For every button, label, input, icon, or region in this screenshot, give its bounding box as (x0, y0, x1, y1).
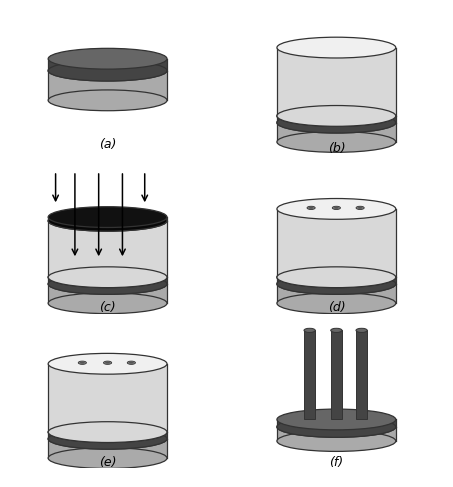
Bar (48, 284, 167, 303)
Bar (48, 364, 167, 432)
Ellipse shape (48, 293, 167, 314)
Ellipse shape (277, 416, 396, 437)
Ellipse shape (48, 448, 167, 468)
Ellipse shape (48, 267, 167, 288)
Ellipse shape (48, 429, 167, 449)
Bar (48, 277, 167, 284)
Bar (48, 71, 167, 100)
Ellipse shape (48, 429, 167, 449)
Bar (48, 439, 167, 458)
Ellipse shape (277, 106, 396, 126)
Bar (304, 330, 315, 419)
Ellipse shape (48, 206, 167, 227)
Ellipse shape (277, 409, 396, 430)
Ellipse shape (80, 362, 85, 364)
Ellipse shape (304, 417, 315, 422)
Bar (48, 59, 167, 71)
Ellipse shape (277, 199, 396, 219)
Bar (277, 116, 396, 123)
Ellipse shape (277, 274, 396, 294)
Ellipse shape (277, 293, 396, 314)
Ellipse shape (129, 362, 134, 364)
Ellipse shape (334, 207, 339, 209)
Bar (277, 419, 396, 427)
Ellipse shape (308, 207, 313, 209)
Text: (d): (d) (328, 300, 345, 314)
Ellipse shape (48, 274, 167, 294)
Ellipse shape (277, 416, 396, 437)
Bar (48, 432, 167, 439)
Ellipse shape (48, 274, 167, 294)
Ellipse shape (48, 90, 167, 111)
Ellipse shape (277, 106, 396, 126)
Text: (a): (a) (99, 138, 116, 151)
Ellipse shape (48, 60, 167, 81)
Ellipse shape (48, 48, 167, 69)
Ellipse shape (48, 354, 167, 374)
Ellipse shape (356, 206, 364, 209)
Ellipse shape (127, 361, 135, 364)
Ellipse shape (356, 328, 367, 333)
Bar (48, 217, 167, 221)
Ellipse shape (48, 210, 167, 231)
Ellipse shape (332, 206, 341, 209)
Ellipse shape (105, 362, 110, 364)
Bar (277, 427, 396, 441)
Ellipse shape (356, 417, 367, 422)
Ellipse shape (277, 431, 396, 451)
Ellipse shape (277, 37, 396, 58)
Bar (277, 277, 396, 284)
Ellipse shape (277, 112, 396, 133)
Ellipse shape (48, 210, 167, 231)
Ellipse shape (48, 60, 167, 81)
Ellipse shape (277, 274, 396, 294)
Ellipse shape (357, 207, 363, 209)
Bar (331, 330, 342, 419)
Ellipse shape (103, 361, 112, 364)
Ellipse shape (78, 361, 87, 364)
Bar (356, 330, 367, 419)
Ellipse shape (277, 112, 396, 133)
Bar (277, 209, 396, 277)
Ellipse shape (48, 422, 167, 443)
Ellipse shape (277, 267, 396, 288)
Text: (b): (b) (328, 142, 345, 155)
Ellipse shape (277, 131, 396, 152)
Ellipse shape (48, 267, 167, 288)
Bar (277, 123, 396, 142)
Ellipse shape (307, 206, 315, 209)
Ellipse shape (331, 417, 342, 422)
Bar (277, 48, 396, 116)
Bar (277, 284, 396, 303)
Ellipse shape (304, 328, 315, 333)
Ellipse shape (277, 267, 396, 288)
Bar (48, 221, 167, 277)
Ellipse shape (48, 422, 167, 443)
Text: (e): (e) (99, 455, 116, 468)
Text: (c): (c) (99, 300, 116, 314)
Text: (f): (f) (329, 455, 343, 468)
Ellipse shape (331, 328, 342, 333)
